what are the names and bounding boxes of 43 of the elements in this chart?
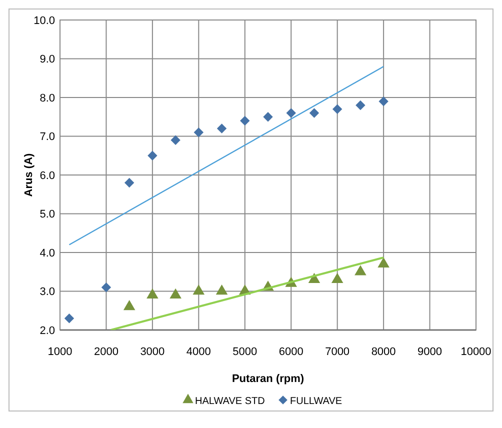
point	[331, 272, 344, 284]
point	[309, 108, 320, 118]
x-axis-title: Putaran (rpm)	[232, 373, 304, 385]
y-tick-label: 10.0	[34, 14, 55, 27]
point	[194, 128, 204, 138]
y-tick-label: 3.0	[40, 286, 55, 298]
x-tick-label: 5000	[232, 346, 258, 358]
y-tick-label: 7.0	[40, 131, 55, 144]
point	[123, 300, 136, 310]
x-tick-label: 6000	[278, 346, 304, 358]
y-tick-label: 2.0	[40, 324, 55, 337]
legend-label: FULLWAVE	[290, 396, 342, 407]
point	[240, 116, 250, 126]
point	[148, 150, 158, 160]
point	[286, 108, 296, 118]
y-tick-label: 9.0	[40, 54, 55, 66]
x-tick-label: 8000	[371, 346, 396, 358]
x-tick-label: 3000	[140, 346, 165, 358]
y-tick-label: 5.0	[40, 208, 55, 221]
point	[216, 284, 228, 295]
y-tick-label: 8.0	[40, 92, 55, 104]
x-tick-label: 2000	[94, 346, 118, 358]
point	[356, 100, 366, 110]
point	[124, 178, 134, 188]
point	[378, 257, 390, 268]
y-tick-label: 4.0	[40, 247, 55, 260]
point	[263, 112, 273, 122]
point	[170, 135, 180, 145]
point	[192, 284, 205, 295]
x-tick-label: 7000	[325, 346, 350, 358]
point	[170, 288, 182, 299]
x-tick-label: 9000	[418, 346, 442, 358]
point	[378, 96, 388, 106]
y-axis-title: Arus (A)	[23, 152, 35, 197]
x-tick-label: 1000	[48, 346, 72, 358]
x-tick-label: 4000	[186, 346, 211, 358]
legend-label: HALWAVE STD	[195, 396, 265, 407]
point	[216, 124, 227, 134]
point	[332, 104, 342, 114]
point	[354, 265, 366, 276]
point	[146, 288, 158, 299]
x-tick-label: 10000	[460, 346, 492, 358]
y-tick-label: 6.0	[40, 170, 55, 182]
